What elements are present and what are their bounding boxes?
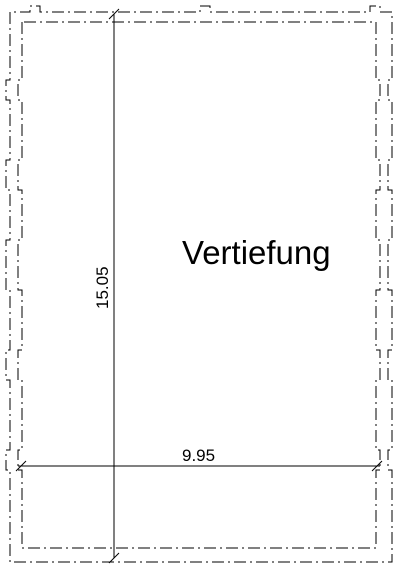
room-outline [5,5,393,563]
width-dimension-tick-right [371,460,383,472]
height-dimension-label: 15.05 [93,266,112,309]
height-dimension-tick-top [108,8,120,20]
width-dimension-label: 9.95 [182,446,215,465]
height-dimension-tick-bottom [108,552,120,564]
room-name-label: Vertiefung [182,234,331,271]
room-inner-outline [17,21,381,549]
width-dimension-tick-left [15,460,27,472]
